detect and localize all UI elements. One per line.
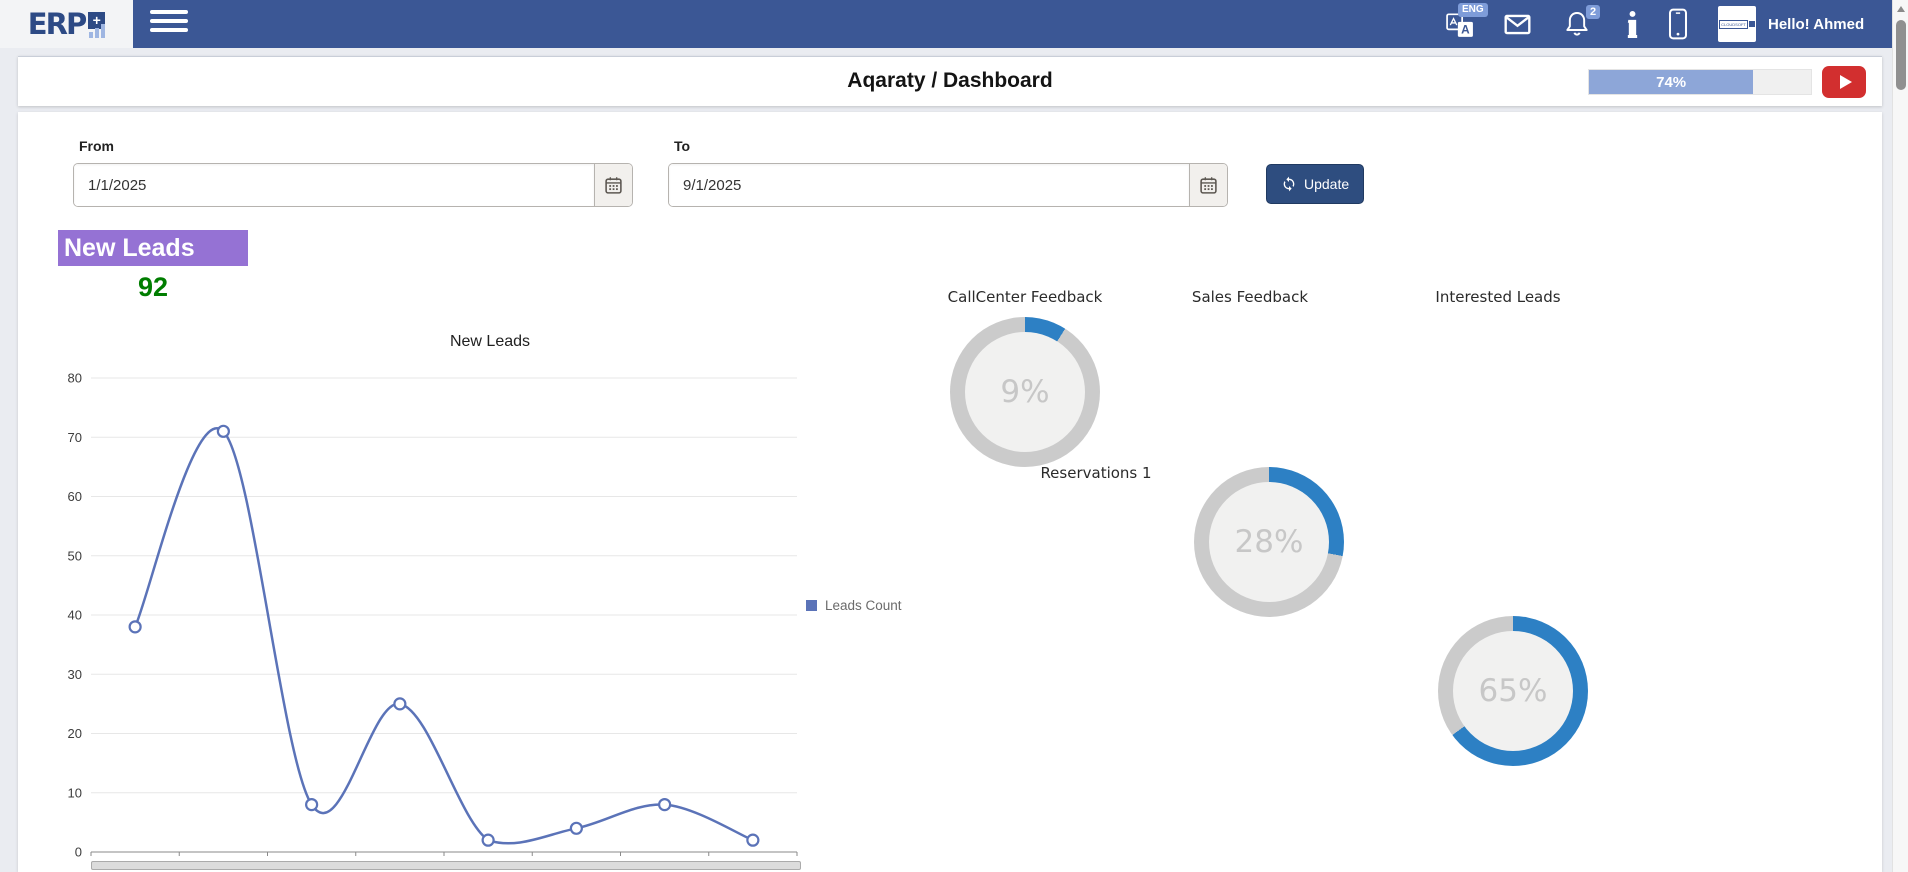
gauge-interested-leads: 65% bbox=[1438, 616, 1588, 766]
gauge-value-interested: 65% bbox=[1478, 673, 1548, 709]
svg-text:40: 40 bbox=[68, 608, 82, 623]
gauge-callcenter-feedback: 9% bbox=[950, 317, 1100, 467]
line-chart-title: New Leads bbox=[449, 333, 531, 350]
info-icon bbox=[1627, 10, 1638, 38]
svg-text:20: 20 bbox=[68, 726, 82, 741]
svg-text:0: 0 bbox=[75, 845, 82, 860]
logo-bar-chart-icon bbox=[89, 24, 106, 38]
avatar-logo-square bbox=[1748, 21, 1755, 27]
menu-icon[interactable] bbox=[150, 10, 188, 38]
update-button-label: Update bbox=[1304, 176, 1350, 192]
app-logo-text: ERP bbox=[27, 7, 87, 41]
progress-bar: 74% bbox=[1588, 69, 1812, 95]
chart-horizontal-scrollbar[interactable] bbox=[91, 861, 801, 870]
svg-text:80: 80 bbox=[68, 371, 82, 386]
play-icon bbox=[1839, 75, 1852, 89]
notification-count-badge: 2 bbox=[1586, 5, 1601, 19]
to-calendar-button[interactable] bbox=[1189, 164, 1227, 206]
title-bar bbox=[18, 56, 1882, 106]
gauge-title-callcenter: CallCenter Feedback bbox=[947, 288, 1103, 306]
calendar-icon bbox=[605, 176, 622, 194]
avatar-logo-text: CLOUDSOFT bbox=[1719, 19, 1748, 29]
gauge-title-interested: Interested Leads bbox=[1435, 288, 1561, 306]
legend-swatch bbox=[806, 600, 817, 611]
notifications-button[interactable] bbox=[1562, 0, 1592, 48]
bell-icon bbox=[1566, 12, 1588, 36]
page-title: Aqaraty / Dashboard bbox=[847, 69, 1053, 92]
progress-bar-fill: 74% bbox=[1589, 70, 1754, 94]
play-button[interactable] bbox=[1822, 66, 1866, 98]
gauge-sales-feedback: 28% bbox=[1194, 467, 1344, 617]
language-switcher[interactable]: A bbox=[1446, 0, 1474, 48]
to-date-input[interactable] bbox=[669, 164, 1189, 206]
envelope-icon bbox=[1504, 14, 1531, 34]
gauge-value-sales: 28% bbox=[1234, 524, 1304, 560]
progress-label: 74% bbox=[1656, 73, 1687, 91]
to-date-group bbox=[668, 163, 1228, 207]
svg-text:70: 70 bbox=[68, 430, 82, 445]
from-date-group bbox=[73, 163, 633, 207]
new-leads-header: New Leads bbox=[58, 230, 248, 266]
svg-text:50: 50 bbox=[68, 548, 82, 563]
translate-icon: A bbox=[1446, 13, 1473, 37]
dashboard-card bbox=[18, 112, 1882, 872]
leads-line-chart: 0 10 20 30 40 50 60 70 80 bbox=[68, 371, 798, 860]
scrollbar-thumb[interactable] bbox=[1895, 20, 1906, 90]
logo-plus-block: + bbox=[88, 11, 106, 29]
svg-text:60: 60 bbox=[68, 489, 82, 504]
calendar-icon bbox=[1200, 176, 1217, 194]
mail-button[interactable] bbox=[1504, 0, 1531, 48]
gauge-value-callcenter: 9% bbox=[1000, 374, 1050, 410]
user-menu[interactable]: Hello! Ahmed bbox=[1768, 0, 1864, 48]
chart-legend: Leads Count bbox=[806, 598, 902, 613]
smartphone-icon bbox=[1668, 8, 1688, 40]
user-greeting: Hello! Ahmed bbox=[1768, 15, 1865, 33]
to-label: To bbox=[674, 138, 691, 154]
new-leads-count: 92 bbox=[137, 272, 169, 302]
sync-icon bbox=[1283, 176, 1295, 192]
from-date-input[interactable] bbox=[74, 164, 594, 206]
from-calendar-button[interactable] bbox=[594, 164, 632, 206]
svg-text:A: A bbox=[1461, 23, 1470, 37]
vertical-scrollbar[interactable] bbox=[1892, 0, 1908, 872]
language-badge: ENG bbox=[1458, 3, 1488, 17]
info-button[interactable] bbox=[1627, 0, 1638, 48]
gauge-title-reservations: Reservations 1 bbox=[1040, 464, 1152, 482]
svg-text:10: 10 bbox=[68, 785, 82, 800]
from-label: From bbox=[79, 138, 114, 154]
legend-label: Leads Count bbox=[825, 598, 902, 613]
update-button[interactable]: Update bbox=[1266, 164, 1365, 204]
svg-text:30: 30 bbox=[68, 667, 82, 682]
app-logo[interactable]: ERP + bbox=[0, 0, 133, 48]
scroll-up-arrow-icon[interactable] bbox=[1896, 6, 1905, 12]
mobile-button[interactable] bbox=[1667, 0, 1689, 48]
top-navbar bbox=[0, 0, 1908, 48]
gauge-title-sales: Sales Feedback bbox=[1191, 288, 1309, 306]
avatar[interactable]: CLOUDSOFT bbox=[1718, 6, 1756, 42]
